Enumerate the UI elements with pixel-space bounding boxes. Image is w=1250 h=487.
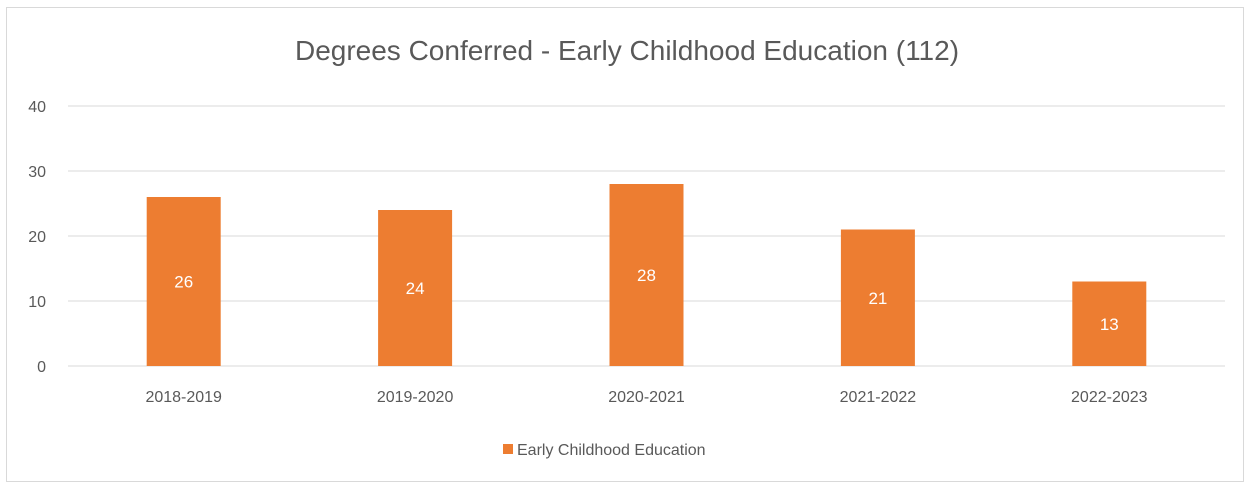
data-label: 13 (1100, 315, 1119, 334)
x-tick-label: 2021-2022 (840, 389, 917, 406)
data-label: 28 (637, 266, 656, 285)
data-labels: 26 24 28 21 13 (174, 266, 1119, 334)
x-tick-label: 2020-2021 (608, 389, 685, 406)
x-axis-ticks: 2018-2019 2019-2020 2020-2021 2021-2022 2022… (145, 389, 1147, 406)
data-label: 21 (868, 289, 887, 308)
legend-swatch (503, 444, 513, 454)
data-label: 24 (406, 279, 425, 298)
bar (609, 184, 684, 366)
y-tick-label: 20 (28, 229, 46, 246)
bar (1072, 281, 1147, 366)
legend-label: Early Childhood Education (517, 442, 706, 459)
y-tick-label: 0 (37, 359, 46, 376)
y-tick-label: 30 (28, 164, 46, 181)
x-tick-label: 2022-2023 (1071, 389, 1148, 406)
bar (146, 197, 221, 366)
bar (840, 229, 915, 366)
x-tick-label: 2019-2020 (377, 389, 454, 406)
legend: Early Childhood Education (503, 442, 706, 459)
bar (378, 210, 453, 366)
bars (146, 184, 1147, 366)
y-tick-label: 40 (28, 99, 46, 116)
y-tick-label: 10 (28, 294, 46, 311)
data-label: 26 (174, 273, 193, 292)
chart-title: Degrees Conferred - Early Childhood Educ… (295, 35, 959, 66)
x-tick-label: 2018-2019 (145, 389, 222, 406)
y-axis-ticks: 0 10 20 30 40 (28, 99, 46, 376)
